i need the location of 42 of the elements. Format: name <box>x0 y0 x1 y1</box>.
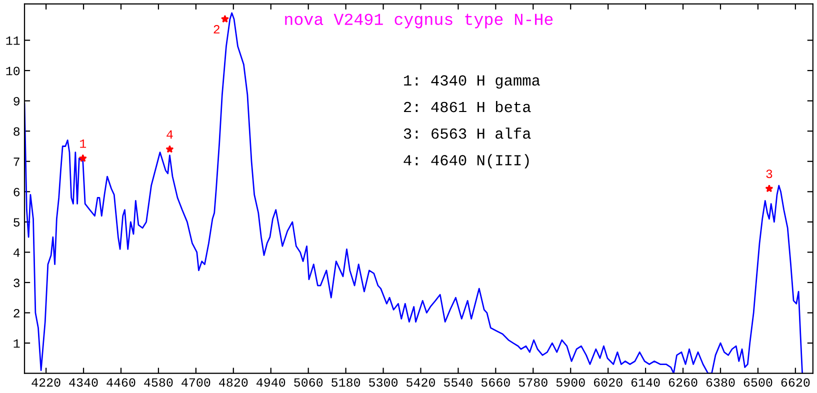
text: nova V2491 cygnus type N-He <box>285 14 553 28</box>
annotation: 1 <box>80 139 86 148</box>
y-tick-label: 1 <box>14 339 20 348</box>
annotation: 4: 4640 N(III) <box>404 154 529 168</box>
annotation: 3 <box>766 170 772 178</box>
x-tick-label: 6380 <box>706 378 735 387</box>
x-tick-label: 5060 <box>294 378 323 387</box>
y-tick-label: 11 <box>6 36 20 45</box>
x-tick-label: 5660 <box>481 378 510 387</box>
y-tick-label: 5 <box>14 218 20 227</box>
y-tick-label: 7 <box>14 158 20 166</box>
x-tick-label: 5180 <box>332 378 360 387</box>
y-tick-label: 10 <box>6 66 20 76</box>
annotation: 4 <box>166 130 173 139</box>
x-tick-label: 4700 <box>182 378 210 387</box>
x-tick-label: 6140 <box>631 378 660 387</box>
y-tick-label: 9 <box>14 96 20 106</box>
x-tick-label: 5300 <box>369 378 398 387</box>
x-tick-label: 4580 <box>144 378 173 387</box>
x-tick-label: 4820 <box>219 378 248 387</box>
x-tick-label: 5540 <box>444 378 472 387</box>
x-tick-label: 6260 <box>668 378 698 387</box>
y-tick-label: 4 <box>13 248 20 257</box>
y-tick-label: 6 <box>14 188 20 196</box>
annotation: 1: 4340 H gamma <box>404 75 540 89</box>
x-tick-label: 6020 <box>594 378 622 387</box>
y-tick-label: 8 <box>14 127 20 136</box>
x-tick-label: 6500 <box>744 378 772 387</box>
x-tick-label: 4460 <box>106 378 136 387</box>
x-tick-label: 5420 <box>406 378 435 387</box>
x-tick-label: 4340 <box>69 378 98 387</box>
annotation: 2: 4861 H beta <box>404 100 531 112</box>
x-tick-label: 4940 <box>256 378 286 387</box>
x-tick-label: 5780 <box>518 378 548 387</box>
y-tick-label: 2 <box>14 308 20 318</box>
x-tick-label: 6620 <box>781 378 810 387</box>
x-tick-label: 5900 <box>556 378 585 387</box>
x-tick-label: 4220 <box>32 378 60 387</box>
y-tick-label: 3 <box>14 278 20 288</box>
line-series <box>24 12 803 374</box>
annotation: 3: 6563 H alfa <box>404 128 531 139</box>
annotation: 2 <box>214 25 220 34</box>
